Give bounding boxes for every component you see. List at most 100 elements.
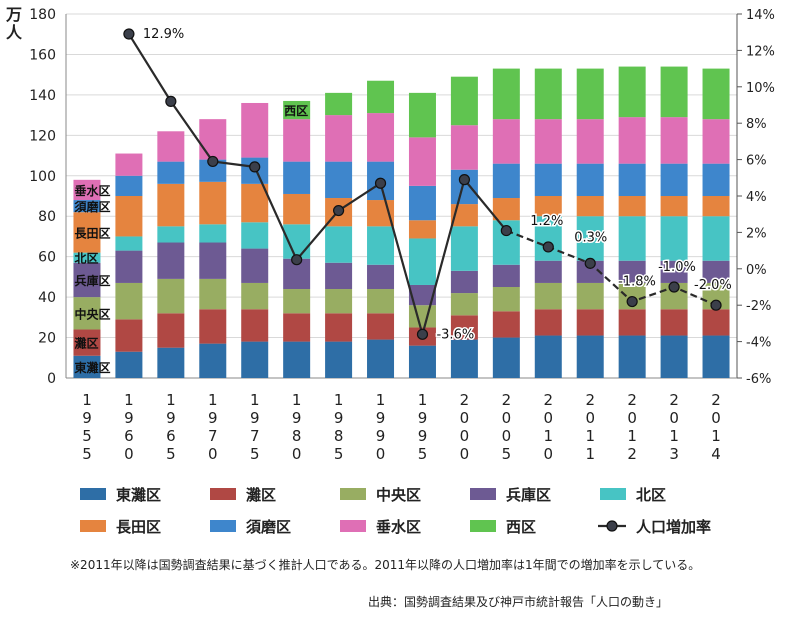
y-tick-label: 20 bbox=[38, 331, 56, 347]
y-tick-label: 60 bbox=[38, 250, 56, 266]
bar-東灘区-2012 bbox=[618, 335, 646, 378]
x-tick-label: 1 bbox=[82, 391, 92, 409]
legend-swatch bbox=[210, 520, 236, 532]
x-tick-label: 0 bbox=[544, 409, 554, 427]
y-tick-label: 140 bbox=[29, 88, 56, 104]
bar-兵庫区-2013 bbox=[660, 260, 688, 283]
bar-西区-2005 bbox=[492, 68, 520, 120]
growth-rate-point bbox=[249, 161, 261, 173]
y-axis-label: 万 bbox=[5, 5, 22, 24]
x-tick-label: 9 bbox=[208, 409, 218, 427]
bar-北区-1975 bbox=[241, 222, 269, 249]
legend-swatch bbox=[470, 488, 496, 500]
bar-東灘区-2013 bbox=[660, 335, 688, 378]
bar-須磨区-1955 bbox=[73, 200, 101, 213]
bar-須磨区-1965 bbox=[157, 161, 185, 184]
x-tick-label: 4 bbox=[711, 445, 721, 463]
growth-rate-point bbox=[542, 241, 554, 253]
inline-label: 兵庫区 bbox=[74, 273, 110, 288]
x-tick-label: 7 bbox=[208, 427, 218, 445]
bar-垂水区-2013 bbox=[660, 117, 688, 164]
y2-tick-label: 8% bbox=[746, 117, 767, 132]
y2-tick-label: 2% bbox=[746, 226, 767, 241]
bar-北区-2010 bbox=[534, 216, 562, 261]
legend-swatch bbox=[80, 520, 106, 532]
inline-label: 垂水区 bbox=[74, 183, 110, 198]
x-tick-label: 0 bbox=[502, 409, 512, 427]
bar-兵庫区-1995 bbox=[408, 284, 436, 306]
bar-兵庫区-2012 bbox=[618, 260, 646, 283]
x-tick-label: 0 bbox=[460, 445, 470, 463]
x-tick-label: 9 bbox=[376, 409, 386, 427]
bar-長田区-1955 bbox=[73, 212, 101, 253]
x-tick-label: 9 bbox=[82, 409, 92, 427]
bar-垂水区-2011 bbox=[576, 119, 604, 164]
bar-灘区-1990 bbox=[367, 313, 395, 340]
bar-東灘区-1955 bbox=[73, 355, 101, 378]
bar-灘区-1975 bbox=[241, 309, 269, 342]
x-tick-label: 0 bbox=[711, 409, 721, 427]
bar-長田区-1975 bbox=[241, 183, 269, 223]
growth-rate-point bbox=[710, 299, 722, 311]
x-tick-label: 8 bbox=[334, 427, 344, 445]
bar-長田区-2012 bbox=[618, 196, 646, 217]
bar-須磨区-2010 bbox=[534, 163, 562, 196]
bar-長田区-1965 bbox=[157, 183, 185, 227]
bar-西区-2012 bbox=[618, 66, 646, 118]
bar-灘区-1985 bbox=[325, 313, 353, 342]
legend-label: 中央区 bbox=[376, 486, 421, 504]
x-tick-label: 0 bbox=[376, 445, 386, 463]
bar-東灘区-2010 bbox=[534, 335, 562, 378]
y2-tick-label: 10% bbox=[746, 81, 775, 96]
bar-兵庫区-2011 bbox=[576, 260, 604, 283]
bar-垂水区-1960 bbox=[115, 153, 143, 176]
y2-tick-label: 6% bbox=[746, 154, 767, 169]
growth-rate-label: -2.0% bbox=[694, 278, 732, 293]
legend-swatch bbox=[80, 488, 106, 500]
x-tick-label: 0 bbox=[460, 409, 470, 427]
bar-東灘区-1965 bbox=[157, 347, 185, 378]
bar-東灘区-1985 bbox=[325, 341, 353, 378]
bar-垂水区-2014 bbox=[702, 119, 730, 164]
bar-北区-1995 bbox=[408, 238, 436, 285]
x-tick-label: 6 bbox=[166, 427, 176, 445]
y2-tick-label: 4% bbox=[746, 190, 767, 205]
x-tick-label: 1 bbox=[124, 391, 134, 409]
bar-北区-2012 bbox=[618, 216, 646, 261]
bar-中央区-1955 bbox=[73, 297, 101, 330]
bar-長田区-2010 bbox=[534, 196, 562, 217]
x-tick-label: 1 bbox=[292, 391, 302, 409]
y-tick-label: 100 bbox=[29, 169, 56, 185]
y-axis-label: 人 bbox=[6, 23, 23, 42]
x-tick-label: 0 bbox=[460, 427, 470, 445]
footnote: ※2011年以降は国勢調査結果に基づく推計人口である。2011年以降の人口増加率… bbox=[70, 558, 701, 572]
inline-label: 須磨区 bbox=[73, 199, 110, 214]
x-tick-label: 1 bbox=[418, 391, 428, 409]
legend-swatch bbox=[340, 520, 366, 532]
bar-北区-1960 bbox=[115, 236, 143, 251]
bar-須磨区-1980 bbox=[283, 161, 311, 194]
bar-長田区-2013 bbox=[660, 196, 688, 217]
inline-label: 北区 bbox=[74, 251, 98, 266]
legend-line-marker bbox=[606, 520, 618, 532]
x-tick-label: 1 bbox=[669, 427, 679, 445]
bar-北区-1955 bbox=[73, 252, 101, 263]
bar-中央区-1960 bbox=[115, 282, 143, 320]
growth-rate-label: 1.2% bbox=[530, 214, 563, 229]
legend-swatch bbox=[340, 488, 366, 500]
bar-西区-2010 bbox=[534, 68, 562, 120]
bar-垂水区-1955 bbox=[73, 179, 101, 201]
y2-tick-label: -2% bbox=[746, 299, 771, 314]
y2-tick-label: 12% bbox=[746, 44, 775, 59]
x-tick-label: 0 bbox=[124, 445, 134, 463]
bar-西区-2014 bbox=[702, 68, 730, 120]
x-tick-label: 9 bbox=[166, 409, 176, 427]
legend-label: 北区 bbox=[636, 486, 666, 504]
growth-rate-point bbox=[123, 28, 135, 40]
y-tick-label: 160 bbox=[29, 47, 56, 63]
x-tick-label: 9 bbox=[418, 409, 428, 427]
bar-長田区-2005 bbox=[492, 198, 520, 221]
bar-兵庫区-1990 bbox=[367, 264, 395, 290]
growth-rate-point bbox=[207, 155, 219, 168]
bar-兵庫区-1960 bbox=[115, 250, 143, 283]
